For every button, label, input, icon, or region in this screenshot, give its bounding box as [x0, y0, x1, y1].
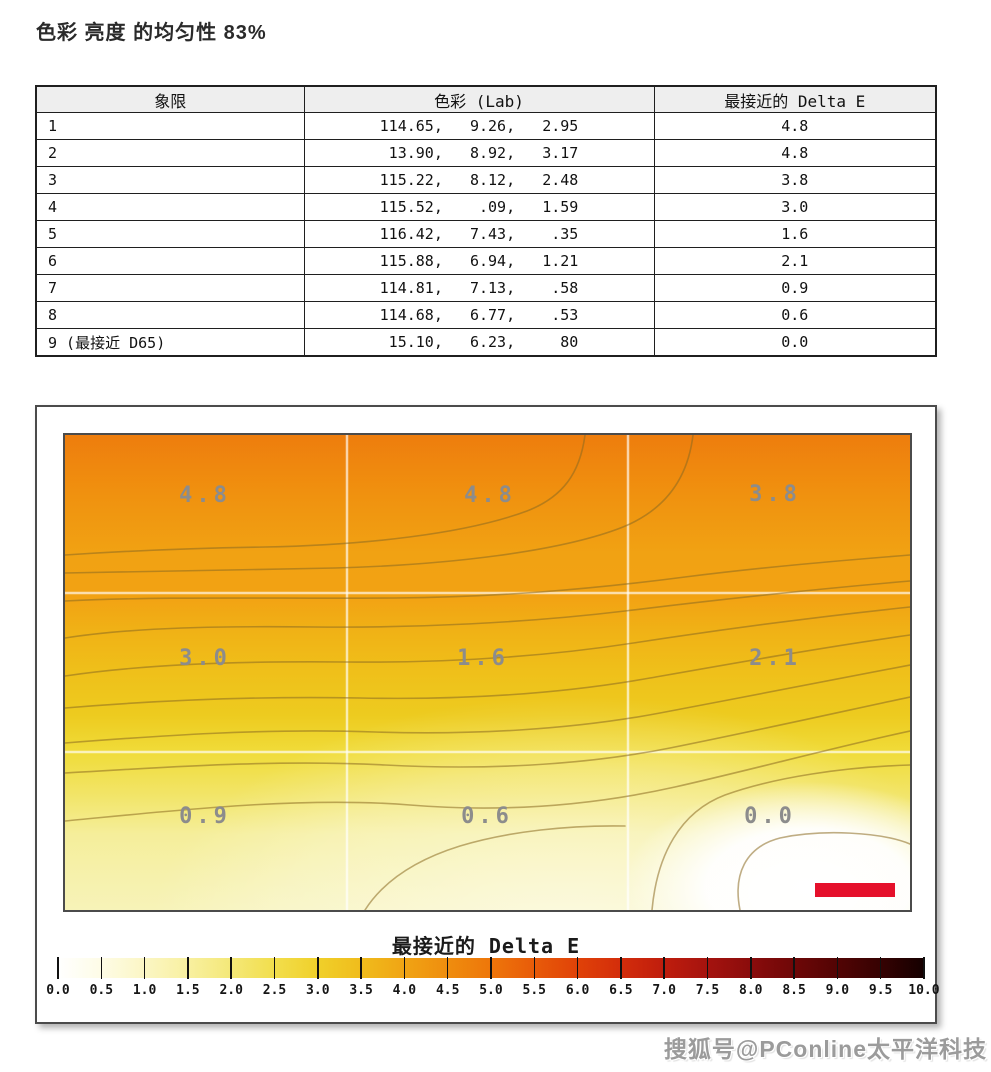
lab-value-cell: 115.52, .09, 1.59 [303, 193, 655, 221]
table-row: 2 13.90, 8.92, 3.17 4.8 [35, 139, 937, 167]
quadrant-cell: 1 [35, 112, 305, 140]
contour-label: 0.6 [461, 804, 513, 829]
lab-value-cell: 13.90, 8.92, 3.17 [303, 139, 655, 167]
delta-e-cell: 0.6 [653, 301, 937, 329]
uniformity-table: 象限 色彩 (Lab) 最接近的 Delta E 1 114.65, 9.26,… [35, 85, 937, 357]
col-header-delta-e: 最接近的 Delta E [653, 85, 937, 113]
lab-value-cell: 114.81, 7.13, .58 [303, 274, 655, 302]
colorbar-tick-labels: 0.0 0.5 1.0 1.5 2.0 2.5 3.0 3.5 4.0 4.5 5.0 5.5 6.0 6… [46, 983, 940, 998]
delta-e-cell: 3.8 [653, 166, 937, 194]
contour-plot-panel: 4.8 4.8 3.8 3.0 1.6 2.1 0.9 0.6 0.0 最接近的… [35, 405, 940, 1024]
delta-e-cell: 0.9 [653, 274, 937, 302]
contour-label: 4.8 [464, 483, 516, 508]
delta-e-cell: 0.0 [653, 328, 937, 357]
contour-label: 3.0 [179, 646, 231, 671]
table-row: 3 115.22, 8.12, 2.48 3.8 [35, 166, 937, 194]
table-row: 7 114.81, 7.13, .58 0.9 [35, 274, 937, 302]
contour-label: 2.1 [749, 646, 801, 671]
quadrant-grid-lines [65, 435, 910, 910]
quadrant-cell: 5 [35, 220, 305, 248]
table-row: 8 114.68, 6.77, .53 0.6 [35, 301, 937, 329]
quadrant-cell: 4 [35, 193, 305, 221]
lab-value-cell: 116.42, 7.43, .35 [303, 220, 655, 248]
contour-label: 0.0 [744, 804, 796, 829]
watermark: 搜狐号@PConline太平洋科技 [663, 1036, 987, 1062]
colorbar-title: 最接近的 Delta E [391, 934, 581, 958]
quadrant-cell: 9 (最接近 D65) [35, 328, 305, 357]
delta-e-cell: 4.8 [653, 139, 937, 167]
lab-value-cell: 115.88, 6.94, 1.21 [303, 247, 655, 275]
quadrant-cell: 3 [35, 166, 305, 194]
table-row: 4 115.52, .09, 1.59 3.0 [35, 193, 937, 221]
delta-e-cell: 1.6 [653, 220, 937, 248]
delta-e-cell: 2.1 [653, 247, 937, 275]
quadrant-cell: 8 [35, 301, 305, 329]
marker-rect [815, 883, 895, 897]
table-row: 6 115.88, 6.94, 1.21 2.1 [35, 247, 937, 275]
lab-value-cell: 115.22, 8.12, 2.48 [303, 166, 655, 194]
delta-e-cell: 3.0 [653, 193, 937, 221]
table-header-row: 象限 色彩 (Lab) 最接近的 Delta E [35, 85, 937, 113]
quadrant-cell: 6 [35, 247, 305, 275]
contour-label: 4.8 [179, 483, 231, 508]
delta-e-colorbar: 0.0 0.5 1.0 1.5 2.0 2.5 3.0 3.5 4.0 4.5 5.0 5.5 6.0 6… [46, 957, 940, 998]
lab-value-cell: 114.65, 9.26, 2.95 [303, 112, 655, 140]
lab-value-cell: 15.10, 6.23, 80 [303, 328, 655, 357]
col-header-quadrant: 象限 [35, 85, 305, 113]
delta-e-contour-map: 4.8 4.8 3.8 3.0 1.6 2.1 0.9 0.6 0.0 [63, 433, 912, 912]
page-title: 色彩 亮度 的均匀性 83% [36, 22, 267, 44]
colorbar-ticks [57, 957, 925, 979]
quadrant-cell: 2 [35, 139, 305, 167]
delta-e-cell: 4.8 [653, 112, 937, 140]
contour-label: 0.9 [179, 804, 231, 829]
quadrant-cell: 7 [35, 274, 305, 302]
contour-label: 3.8 [749, 482, 801, 507]
col-header-lab: 色彩 (Lab) [303, 85, 655, 113]
contour-label: 1.6 [457, 646, 509, 671]
contour-lines [65, 435, 910, 910]
table-row: 1 114.65, 9.26, 2.95 4.8 [35, 112, 937, 140]
table-row: 9 (最接近 D65) 15.10, 6.23, 80 0.0 [35, 328, 937, 357]
table-row: 5 116.42, 7.43, .35 1.6 [35, 220, 937, 248]
lab-value-cell: 114.68, 6.77, .53 [303, 301, 655, 329]
